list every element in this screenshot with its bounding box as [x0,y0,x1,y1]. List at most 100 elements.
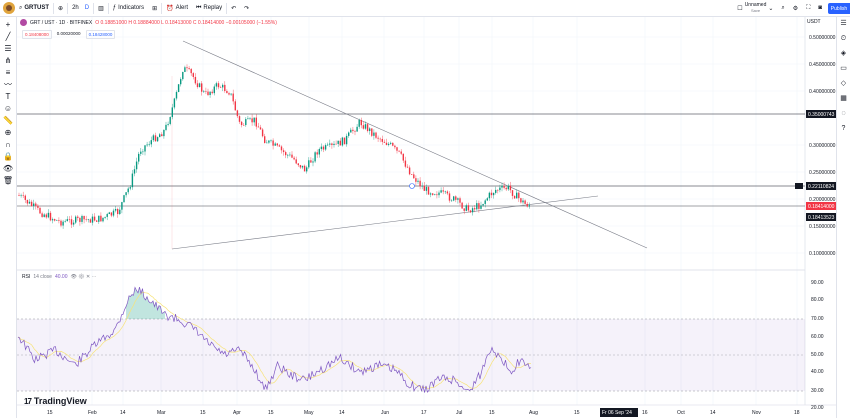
time-tick: Jun [381,410,389,416]
indicators-button[interactable]: ƒ Indicators [109,0,148,17]
crosshair-icon[interactable]: + [5,20,11,29]
interval-button[interactable]: 2h D [68,0,93,17]
candle-body [440,190,442,193]
templates-button[interactable]: ⊞ [148,0,161,17]
quick-search-button[interactable]: ⌕ [777,0,788,17]
alerts-clock-icon[interactable]: ⏲ [840,35,847,42]
fib-icon[interactable]: ≡ [5,68,11,77]
rsi-value: 40.00 [54,274,68,280]
descending-trendline[interactable] [182,40,648,249]
candle-body [117,209,119,215]
candle-body [509,185,512,191]
candle-body [398,150,400,152]
emoji-icon[interactable]: ☺ [3,104,13,113]
candle-body [72,222,75,225]
ascending-trendline[interactable] [171,195,599,250]
layers-icon[interactable]: ◈ [840,50,847,57]
divider [226,2,228,14]
candle-body [364,124,367,129]
candle-body [264,136,266,143]
gear-icon: ⚙ [792,5,799,12]
tradingview-logo: 17 TradingView [24,396,87,406]
candle-body [119,209,121,215]
eye-icon[interactable]: 👁 ⚙ ✕ ⋯ [70,274,97,280]
compare-button[interactable]: ⊕ [54,0,67,17]
candle-body [96,220,98,222]
user-avatar[interactable] [3,2,15,14]
rsi-axis[interactable]: 90.00 80.00 70.00 60.00 50.00 40.00 30.0… [811,280,824,411]
rsi-line [17,286,532,393]
symbol-search-button[interactable]: ⌕ GRTUST [15,0,53,17]
candle-body [247,118,249,120]
time-axis[interactable]: 15 Feb 14 Mar 15 Apr 15 May 14 Jun 17 Ju… [47,410,800,416]
replay-button[interactable]: ⏮ Replay [192,0,226,17]
zoom-in-icon[interactable]: ⊕ [4,128,12,137]
eye-icon[interactable]: 👁 [2,164,14,173]
price-tag-mid-text: 0.22110824 [808,184,834,190]
watchlist-icon[interactable]: ☰ [840,20,847,27]
alert-button[interactable]: ⏰ Alert [162,0,192,17]
ruler-icon[interactable]: 📏 [3,116,13,125]
horizontal-lines-icon[interactable]: ☰ [4,44,12,53]
divider [53,2,55,14]
price-tick: 0.25000000 [809,170,836,176]
notifications-icon[interactable]: ◌ [841,110,846,117]
help-icon[interactable]: ? [841,125,846,132]
rsi-legend[interactable]: RSI 14 close 40.00 👁 ⚙ ✕ ⋯ [22,274,97,280]
settings-button[interactable]: ⚙ [789,0,802,17]
trash-icon[interactable]: 🗑 [2,176,14,185]
divider [161,2,163,14]
candle-body [285,152,287,156]
pitchfork-icon[interactable]: ⋔ [4,56,12,65]
calendar-icon[interactable]: ▦ [840,95,847,102]
symbol-coin-icon [20,19,27,26]
candle-body [413,174,415,179]
candle-body [91,216,94,223]
brush-icon[interactable]: 〰 [4,80,12,89]
trend-line-icon[interactable]: ╱ [5,32,11,41]
candle-body [100,215,102,222]
layout-button[interactable]: ☐ Unnamed Save ⌄ [733,0,777,17]
candle-body [201,83,203,92]
candle-body [492,192,495,196]
drawing-toolbar: + ╱ ☰ ⋔ ≡ 〰 T ☺ 📏 ⊕ ∩ 🔒 👁 🗑 [0,17,17,418]
candle-body [230,93,232,95]
price-axis[interactable]: 0.50000000 0.45000000 0.40000000 0.30000… [809,35,836,257]
ideas-icon[interactable]: ◇ [840,80,847,87]
sell-button[interactable]: 0.18408000 [22,30,52,39]
buy-button[interactable]: 0.18428000 [85,30,116,39]
candle-body [207,91,209,96]
undo-button[interactable]: ↶ [227,0,240,17]
camera-icon: ◙ [818,5,822,11]
candle-body [156,137,159,142]
fullscreen-button[interactable]: ⛶ [802,0,814,17]
divider [107,2,109,14]
candle-body [484,200,486,204]
tradingview-logo-icon: 17 [24,396,32,406]
candle-body [438,192,440,196]
candle-body [316,152,318,155]
candle-body [310,160,312,163]
chat-icon[interactable]: ▭ [840,65,847,72]
currency-label[interactable]: USDT [807,19,821,25]
lock-drawings-icon[interactable]: 🔒 [3,152,13,161]
trendline-handle[interactable] [409,183,415,189]
candle-body [411,174,413,175]
candle-body [142,151,144,153]
candle-body [215,83,218,87]
chart-type-button[interactable]: ▥ [94,0,108,17]
rsi-tick: 70.00 [811,316,824,322]
snapshot-button[interactable]: ◙ [814,0,826,17]
candle-body [192,73,194,77]
publish-button[interactable]: Publish [828,3,850,14]
chevron-down-icon: ⌄ [768,5,774,12]
redo-button[interactable]: ↷ [240,0,253,17]
candle-body [408,167,411,175]
price-tag-last: 0.18414000 0.18413523 [806,202,836,221]
candle-body [331,143,333,146]
text-icon[interactable]: T [5,92,11,101]
magnet-icon[interactable]: ∩ [5,140,11,149]
candle-body [322,146,325,150]
main-series-legend[interactable]: GRT / UST · 1D · BITFINEX O 0.18851000 H… [20,19,277,26]
